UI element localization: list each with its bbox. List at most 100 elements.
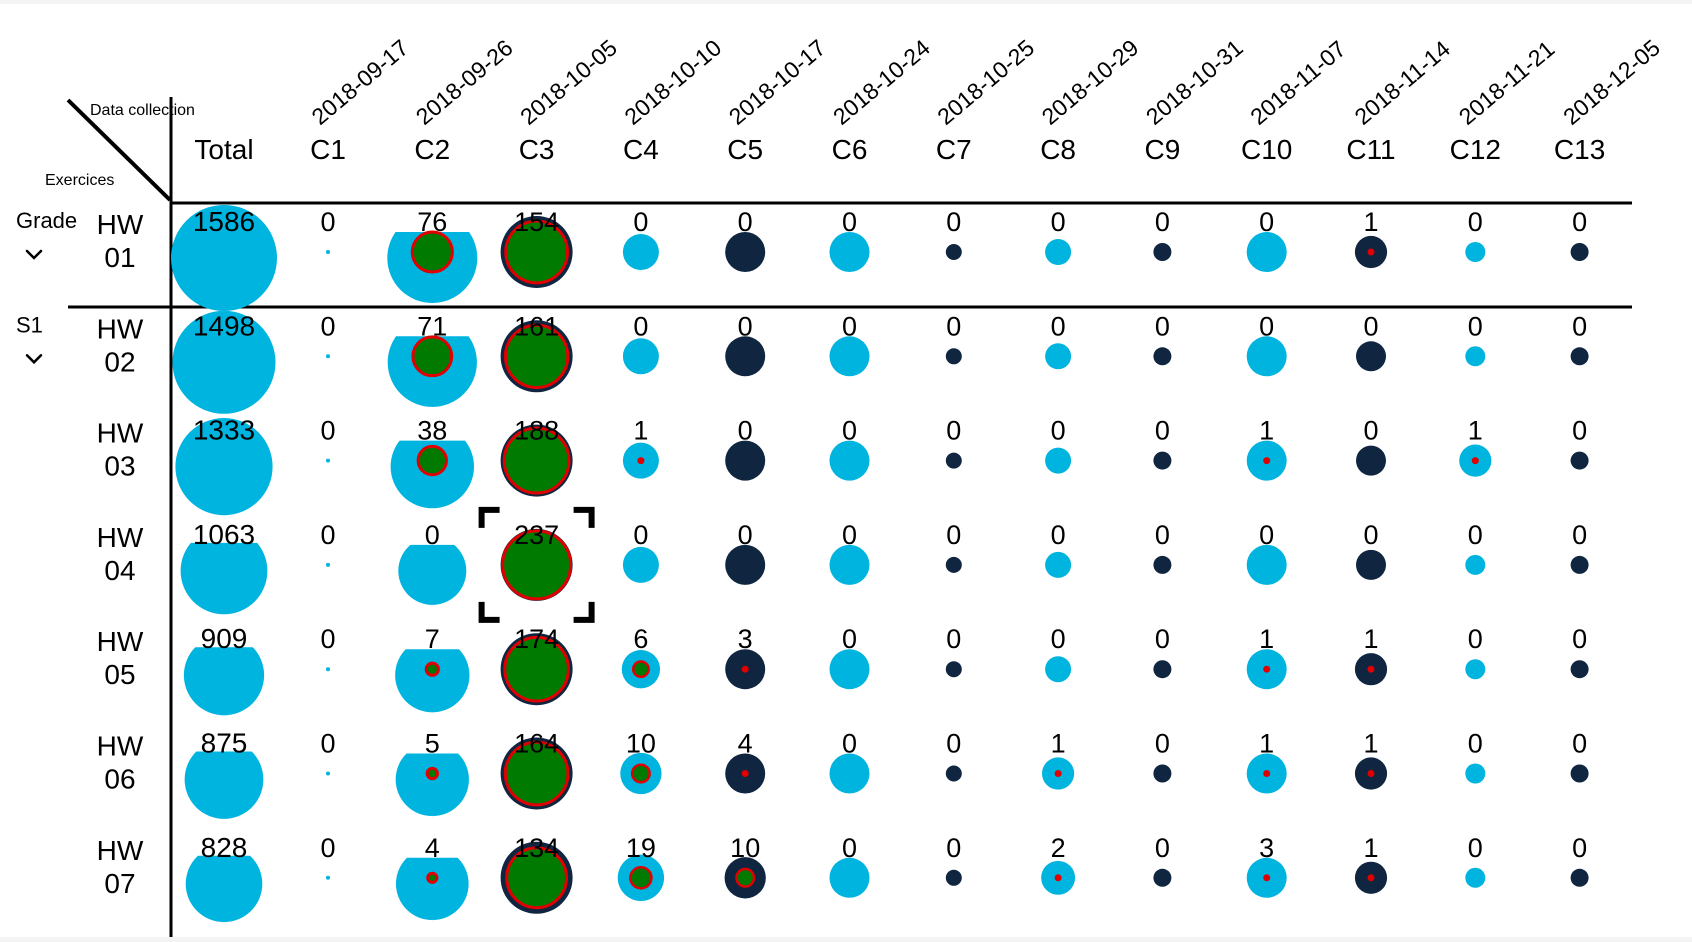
cell-c11[interactable]: 0 xyxy=(1356,520,1386,580)
cell-c8[interactable]: 0 xyxy=(1045,416,1072,474)
cell-c6[interactable]: 0 xyxy=(829,729,870,794)
cell-c4[interactable]: 0 xyxy=(622,207,659,270)
cell-circle[interactable] xyxy=(829,232,870,272)
cell-circle[interactable] xyxy=(326,458,330,463)
cell-c2[interactable]: 38 xyxy=(390,416,474,509)
cell-c2[interactable]: 76 xyxy=(387,207,478,303)
group-s1[interactable]: S1 xyxy=(16,312,43,365)
cell-circle[interactable] xyxy=(1045,551,1072,578)
cell-circle[interactable] xyxy=(829,440,870,481)
cell-circle[interactable] xyxy=(945,556,962,573)
cell-circle[interactable] xyxy=(1246,336,1287,377)
cell-c8[interactable]: 0 xyxy=(1045,624,1072,683)
cell-circle[interactable] xyxy=(1246,544,1287,585)
cell-circle[interactable] xyxy=(1153,660,1172,679)
cell-circle[interactable] xyxy=(395,743,469,817)
cell-c3[interactable]: 164 xyxy=(500,729,573,810)
cell-c10[interactable]: 0 xyxy=(1246,207,1287,272)
cell-c3[interactable]: 161 xyxy=(500,311,573,393)
cell-c9[interactable]: 0 xyxy=(1153,624,1172,679)
cell-circle[interactable] xyxy=(1570,764,1589,783)
column-header-c1[interactable]: C1 2018-09-17 xyxy=(307,34,414,165)
cell-circle[interactable] xyxy=(945,765,962,782)
cell-c12[interactable]: 0 xyxy=(1465,833,1486,888)
cell-c12[interactable]: 0 xyxy=(1465,207,1486,262)
cell-circle[interactable] xyxy=(1465,659,1486,680)
cell-c6[interactable]: 0 xyxy=(829,416,870,481)
cell-circle[interactable] xyxy=(1153,868,1172,887)
cell-circle[interactable] xyxy=(1465,867,1486,888)
cell-c6[interactable]: 0 xyxy=(829,520,870,585)
cell-c1[interactable]: 0 xyxy=(320,729,336,776)
cell-circle[interactable] xyxy=(1153,243,1172,261)
cell-circle[interactable] xyxy=(398,537,467,605)
cell-circle[interactable] xyxy=(725,232,766,272)
cell-c4[interactable]: 0 xyxy=(622,311,659,375)
cell-c12[interactable]: 0 xyxy=(1465,729,1486,784)
cell-circle[interactable] xyxy=(622,338,659,375)
cell-circle[interactable] xyxy=(1045,656,1072,683)
cell-c5[interactable]: 0 xyxy=(725,311,766,377)
cell-circle[interactable] xyxy=(1465,763,1486,784)
cell-c13[interactable]: 0 xyxy=(1570,311,1589,366)
cell-circle[interactable] xyxy=(945,661,962,678)
column-header-c4[interactable]: C4 2018-10-10 xyxy=(619,34,726,165)
total-circle[interactable] xyxy=(183,635,265,716)
cell-c13[interactable]: 0 xyxy=(1570,416,1589,470)
cell-circle[interactable] xyxy=(326,667,330,672)
cell-circle[interactable] xyxy=(1045,447,1072,474)
column-header-c12[interactable]: C12 2018-11-21 xyxy=(1450,35,1560,165)
cell-circle[interactable] xyxy=(725,544,766,585)
cell-c7[interactable]: 0 xyxy=(945,729,962,782)
cell-c6[interactable]: 0 xyxy=(829,311,870,377)
column-header-c9[interactable]: C9 2018-10-31 xyxy=(1141,34,1248,165)
cell-c3[interactable]: 188 xyxy=(500,416,573,497)
cell-circle[interactable] xyxy=(395,638,470,713)
cell-c13[interactable]: 0 xyxy=(1570,729,1589,783)
cell-c10[interactable]: 0 xyxy=(1246,520,1287,585)
cell-circle[interactable] xyxy=(829,857,870,898)
cell-c5[interactable]: 0 xyxy=(725,207,766,272)
cell-circle[interactable] xyxy=(1045,239,1072,265)
cell-c11[interactable]: 0 xyxy=(1356,416,1386,476)
cell-circle[interactable] xyxy=(326,562,330,567)
cell-c8[interactable]: 2 xyxy=(1041,833,1076,895)
total-circle[interactable] xyxy=(185,846,263,923)
cell-c10[interactable]: 1 xyxy=(1246,729,1287,794)
cell-circle[interactable] xyxy=(1153,347,1172,366)
column-header-c6[interactable]: C6 2018-10-24 xyxy=(828,34,935,165)
cell-circle[interactable] xyxy=(1356,341,1386,372)
cell-c11[interactable]: 1 xyxy=(1354,624,1388,686)
column-header-c5[interactable]: C5 2018-10-17 xyxy=(724,34,831,165)
cell-circle[interactable] xyxy=(1356,549,1386,580)
cell-c10[interactable]: 1 xyxy=(1246,416,1287,481)
cell-circle[interactable] xyxy=(1465,554,1486,575)
cell-c7[interactable]: 0 xyxy=(945,624,962,678)
cell-c4[interactable]: 10 xyxy=(620,729,662,795)
cell-c9[interactable]: 0 xyxy=(1153,207,1172,261)
cell-c8[interactable]: 1 xyxy=(1042,729,1075,790)
column-header-c3[interactable]: C3 2018-10-05 xyxy=(515,34,622,165)
cell-circle[interactable] xyxy=(829,753,870,794)
cell-circle[interactable] xyxy=(326,354,330,359)
cell-c3[interactable]: 174 xyxy=(500,624,573,706)
cell-c7[interactable]: 0 xyxy=(945,207,962,260)
column-header-c11[interactable]: C11 2018-11-14 xyxy=(1346,35,1455,165)
cell-c13[interactable]: 0 xyxy=(1570,207,1589,261)
cell-c1[interactable]: 0 xyxy=(320,207,336,254)
cell-c12[interactable]: 0 xyxy=(1465,311,1486,367)
cell-c10[interactable]: 1 xyxy=(1246,624,1287,690)
cell-circle[interactable] xyxy=(1570,451,1589,470)
cell-c9[interactable]: 0 xyxy=(1153,416,1172,470)
cell-c7[interactable]: 0 xyxy=(945,833,962,886)
cell-circle[interactable] xyxy=(1570,555,1589,574)
cell-circle[interactable] xyxy=(1570,660,1589,679)
cell-c5[interactable]: 0 xyxy=(725,416,766,481)
column-header-c7[interactable]: C7 2018-10-25 xyxy=(932,34,1039,165)
cell-c2[interactable]: 5 xyxy=(395,729,469,817)
cell-c1[interactable]: 0 xyxy=(320,416,336,463)
cell-circle[interactable] xyxy=(1570,868,1589,887)
cell-circle[interactable] xyxy=(395,847,469,921)
cell-c7[interactable]: 0 xyxy=(945,520,962,573)
cell-circle[interactable] xyxy=(1246,232,1287,272)
